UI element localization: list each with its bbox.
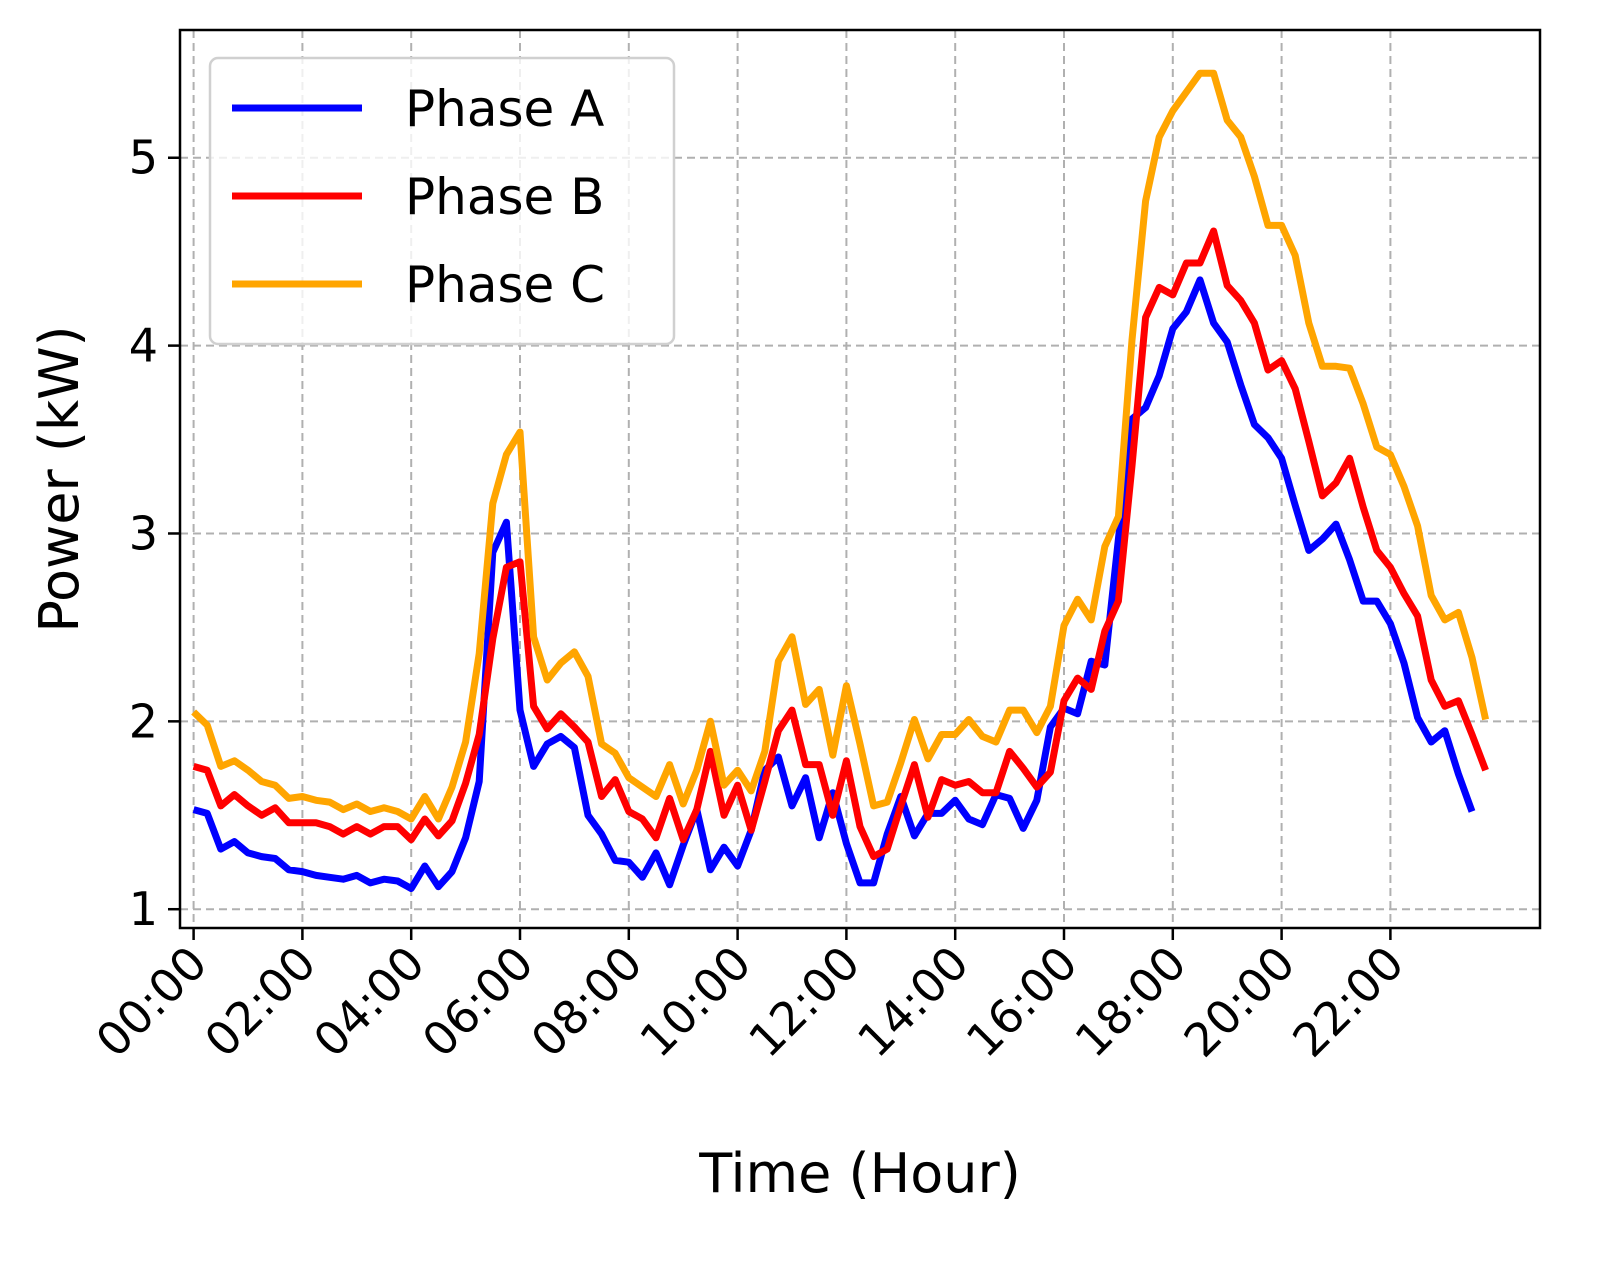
y-tick-label: 2 — [129, 694, 158, 748]
plot-frame — [178, 28, 1542, 930]
legend: Phase A Phase B Phase C — [208, 56, 676, 346]
legend-box — [208, 56, 676, 346]
series-line-phase-a — [192, 276, 1476, 892]
series-line-phase-c — [191, 69, 1490, 823]
y-tick-label: 1 — [129, 882, 158, 936]
legend-label-phase-c: Phase C — [405, 256, 605, 314]
series-lines — [191, 69, 1490, 892]
legend-items: Phase A Phase B Phase C — [232, 80, 605, 314]
y-tick-label: 5 — [129, 131, 158, 185]
y-tick-label: 3 — [129, 506, 158, 560]
series-line-phase-b — [192, 227, 1489, 861]
y-tick-label: 4 — [129, 319, 158, 373]
legend-label-phase-b: Phase B — [405, 168, 605, 226]
y-axis-label: Power (kW) — [28, 325, 91, 632]
x-axis-label: Time (Hour) — [698, 1142, 1021, 1205]
legend-label-phase-a: Phase A — [405, 80, 604, 138]
